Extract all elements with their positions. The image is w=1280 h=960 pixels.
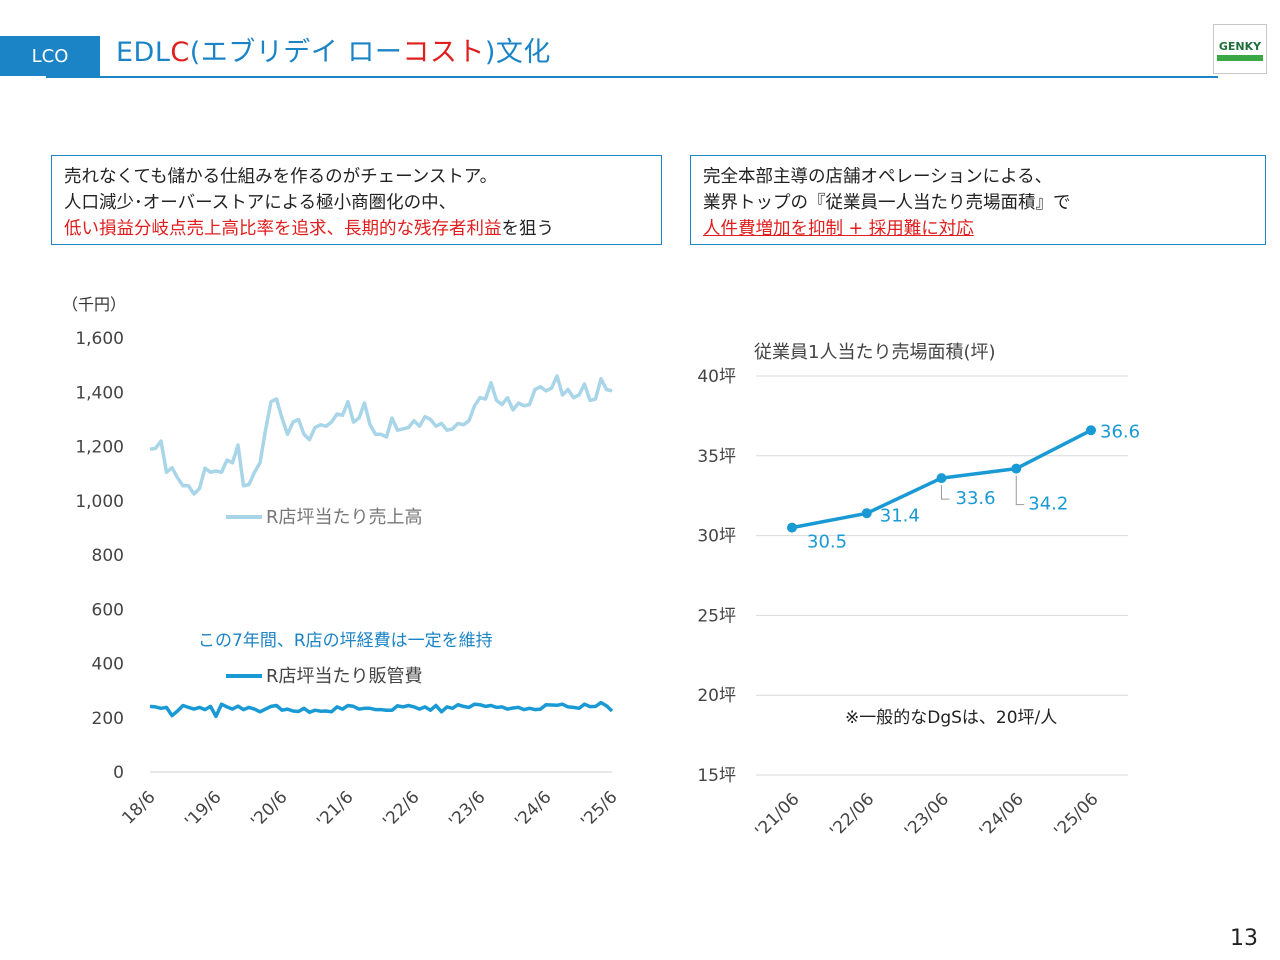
- left-x-tick-label: '22/6: [379, 787, 423, 831]
- data-label: 36.6: [1100, 421, 1140, 442]
- left-x-tick-label: '24/6: [511, 787, 555, 831]
- data-label-leader: [1015, 475, 1025, 506]
- right-y-tick-label: 25坪: [697, 606, 736, 626]
- right-y-tick-label: 40坪: [697, 367, 736, 387]
- data-label: 30.5: [807, 532, 847, 553]
- right-box-line-1: 完全本部主導の店舗オペレーションによる、: [703, 167, 1053, 187]
- right-y-tick-label: 30坪: [697, 527, 736, 547]
- data-point: [1011, 463, 1022, 474]
- title-part-3: )文化: [484, 37, 551, 68]
- page-title: EDLC(エブリデイ ローコスト)文化: [116, 30, 551, 69]
- right-x-tick-label: '21/06: [751, 789, 803, 841]
- right-message-box: 完全本部主導の店舗オペレーションによる、 業界トップの『従業員一人当たり売場面積…: [690, 155, 1266, 245]
- right-y-tick-label: 35坪: [697, 447, 736, 467]
- data-point: [1086, 425, 1096, 436]
- left-x-tick-label: '21/6: [313, 787, 357, 831]
- right-x-tick-label: '25/06: [1050, 789, 1102, 841]
- genky-logo: GENKY: [1213, 24, 1267, 74]
- left-x-tick-label: '23/6: [445, 787, 489, 831]
- left-y-tick-label: 800: [92, 546, 124, 566]
- data-point: [861, 508, 872, 519]
- data-point: [787, 522, 797, 533]
- left-y-axis-label: （千円）: [62, 295, 126, 314]
- sga-per-tsubo-line: [149, 700, 614, 719]
- header-rule: [46, 76, 1218, 78]
- right-box-line-3-red: 人件費増加を抑制 + 採用難に対応: [703, 219, 974, 239]
- left-y-tick-label: 1,400: [75, 383, 124, 403]
- title-c: C: [170, 37, 190, 68]
- data-label: 34.2: [1028, 494, 1068, 515]
- right-box-line-3: 人件費増加を抑制 + 採用難に対応: [703, 216, 1253, 242]
- sales-per-tsubo-line: [149, 374, 613, 496]
- left-y-tick-label: 0: [113, 763, 124, 783]
- left-chart-annotation: この7年間、R店の坪経費は一定を維持: [198, 631, 493, 651]
- left-box-line-2: 人口減少･オーバーストアによる極小商圏化の中、: [64, 193, 457, 213]
- left-x-tick-label: 18/6: [118, 787, 159, 828]
- left-x-tick-label: '25/6: [577, 787, 621, 831]
- logo-text: GENKY: [1218, 40, 1262, 53]
- right-y-tick-label: 20坪: [697, 686, 736, 706]
- left-y-tick-label: 200: [92, 709, 124, 729]
- section-tag: LCO: [0, 36, 100, 76]
- left-box-line-1: 売れなくても儲かる仕組みを作るのがチェーンストア。: [64, 167, 498, 187]
- data-label: 31.4: [880, 505, 920, 526]
- data-point: [936, 473, 947, 484]
- left-y-tick-label: 1,000: [75, 492, 124, 512]
- right-chart-title: 従業員1人当たり売場面積(坪): [754, 342, 996, 363]
- left-box-line-3-rest: を狙う: [501, 219, 555, 239]
- left-x-tick-label: '19/6: [181, 787, 225, 831]
- data-label: 33.6: [956, 488, 996, 509]
- left-message-box: 売れなくても儲かる仕組みを作るのがチェーンストア。 人口減少･オーバーストアによ…: [51, 155, 662, 245]
- right-y-tick-label: 15坪: [697, 766, 736, 786]
- title-part-2: (エブリデイ ロー: [189, 37, 403, 68]
- left-x-tick-label: '20/6: [247, 787, 291, 831]
- right-box-line-2: 業界トップの『従業員一人当たり売場面積』で: [703, 193, 1071, 213]
- left-y-tick-label: 400: [92, 655, 124, 675]
- right-x-tick-label: '24/06: [976, 789, 1028, 841]
- left-y-tick-label: 600: [92, 600, 124, 620]
- right-x-tick-label: '23/06: [901, 789, 953, 841]
- left-y-tick-label: 1,200: [75, 438, 124, 458]
- legend-label-sales: R店坪当たり売上高: [266, 507, 423, 528]
- right-x-tick-label: '22/06: [826, 789, 878, 841]
- legend-label-sga: R店坪当たり販管費: [266, 666, 423, 687]
- title-cost: コスト: [402, 37, 485, 68]
- left-box-line-3: 低い損益分岐点売上高比率を追求、長期的な残存者利益を狙う: [64, 216, 649, 242]
- logo-bar: [1217, 55, 1263, 61]
- left-y-tick-label: 1,600: [75, 329, 124, 349]
- title-part-1: EDL: [116, 37, 171, 68]
- data-label-leader: [941, 485, 950, 500]
- left-box-line-3-red: 低い損益分岐点売上高比率を追求、長期的な残存者利益: [64, 219, 502, 239]
- dgs-note: ※一般的なDgSは、20坪/人: [845, 708, 1058, 728]
- page-number: 13: [1230, 926, 1258, 951]
